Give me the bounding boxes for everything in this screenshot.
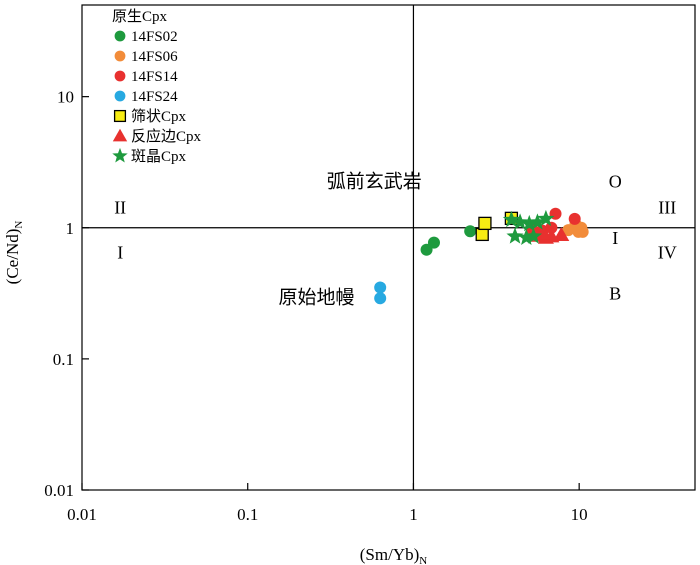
data-points <box>374 207 589 305</box>
data-point <box>427 236 440 249</box>
legend-marker <box>113 109 127 123</box>
y-axis-title-main: (Ce/Nd) <box>3 229 22 285</box>
x-tick-label: 10 <box>571 505 588 524</box>
legend-entry-label: 筛状Cpx <box>131 108 187 125</box>
legend-marker <box>112 147 128 163</box>
region-label-roman: II <box>114 198 126 218</box>
data-point <box>537 209 555 227</box>
data-point <box>545 221 558 234</box>
y-tick-label: 0.1 <box>53 350 74 369</box>
data-point <box>568 212 581 225</box>
y-tick-label: 1 <box>66 219 75 238</box>
data-point <box>553 227 570 242</box>
legend-entry-label: 反应边Cpx <box>131 127 202 145</box>
region-label-roman: IV <box>658 242 677 262</box>
legend-entry-label: 14FS02 <box>131 29 178 45</box>
data-point <box>572 225 585 238</box>
y-axis: 0.01 0.1 1 10 <box>44 88 89 500</box>
region-label-roman: I <box>117 242 123 262</box>
x-tick-label: 0.1 <box>237 505 258 524</box>
legend-marker <box>114 50 126 62</box>
series-14FS24 <box>374 281 387 305</box>
data-point <box>478 216 492 231</box>
reference-lines <box>82 5 695 490</box>
x-axis-title-main: (Sm/Yb) <box>360 545 420 564</box>
data-point <box>524 227 543 244</box>
y-axis-title: (Ce/Nd)N <box>3 221 25 285</box>
x-axis-title: (Sm/Yb)N <box>360 545 428 565</box>
region-label-roman: O <box>609 171 622 191</box>
x-axis-title-sub: N <box>419 555 427 565</box>
legend-marker <box>112 128 128 142</box>
region-label-cn: 原始地幔 <box>278 286 354 308</box>
data-point <box>520 214 538 232</box>
data-point <box>374 281 387 294</box>
data-point <box>502 210 520 228</box>
data-point <box>517 228 535 245</box>
legend-marker <box>114 70 126 82</box>
series-斑晶Cpx <box>502 209 555 245</box>
x-tick-label: 1 <box>409 505 418 524</box>
region-label-roman: I <box>612 228 618 248</box>
legend-entry-label: 14FS14 <box>131 69 178 85</box>
data-point <box>374 292 387 305</box>
legend-marker <box>114 90 126 102</box>
x-axis: 0.01 0.1 1 10 <box>67 483 588 524</box>
y-axis-title-sub: N <box>13 221 25 229</box>
data-point <box>464 225 477 238</box>
region-label-cn: 弧前玄武岩 <box>327 170 422 192</box>
x-tick-label: 0.01 <box>67 505 97 524</box>
legend-entry-label: 斑晶Cpx <box>131 148 187 165</box>
legend: 原生Cpx 14FS02 14FS06 14FS14 14FS24 筛状Cpx 反应边Cp… <box>112 8 202 165</box>
region-label-roman: B <box>609 284 621 304</box>
plot-border <box>81 4 696 491</box>
legend-title: 原生Cpx <box>112 8 168 25</box>
y-tick-label: 10 <box>57 88 74 107</box>
data-point <box>506 227 524 244</box>
legend-entry-label: 14FS06 <box>131 49 178 65</box>
y-tick-label: 0.01 <box>44 481 74 500</box>
data-point <box>420 243 433 256</box>
region-label-roman: III <box>658 198 676 218</box>
legend-marker <box>114 30 126 42</box>
series-14FS02 <box>420 225 477 256</box>
plot-frame <box>81 4 696 491</box>
data-point <box>528 213 546 230</box>
legend-entry-label: 14FS24 <box>131 89 178 105</box>
data-point <box>511 213 529 230</box>
data-point <box>475 227 489 242</box>
